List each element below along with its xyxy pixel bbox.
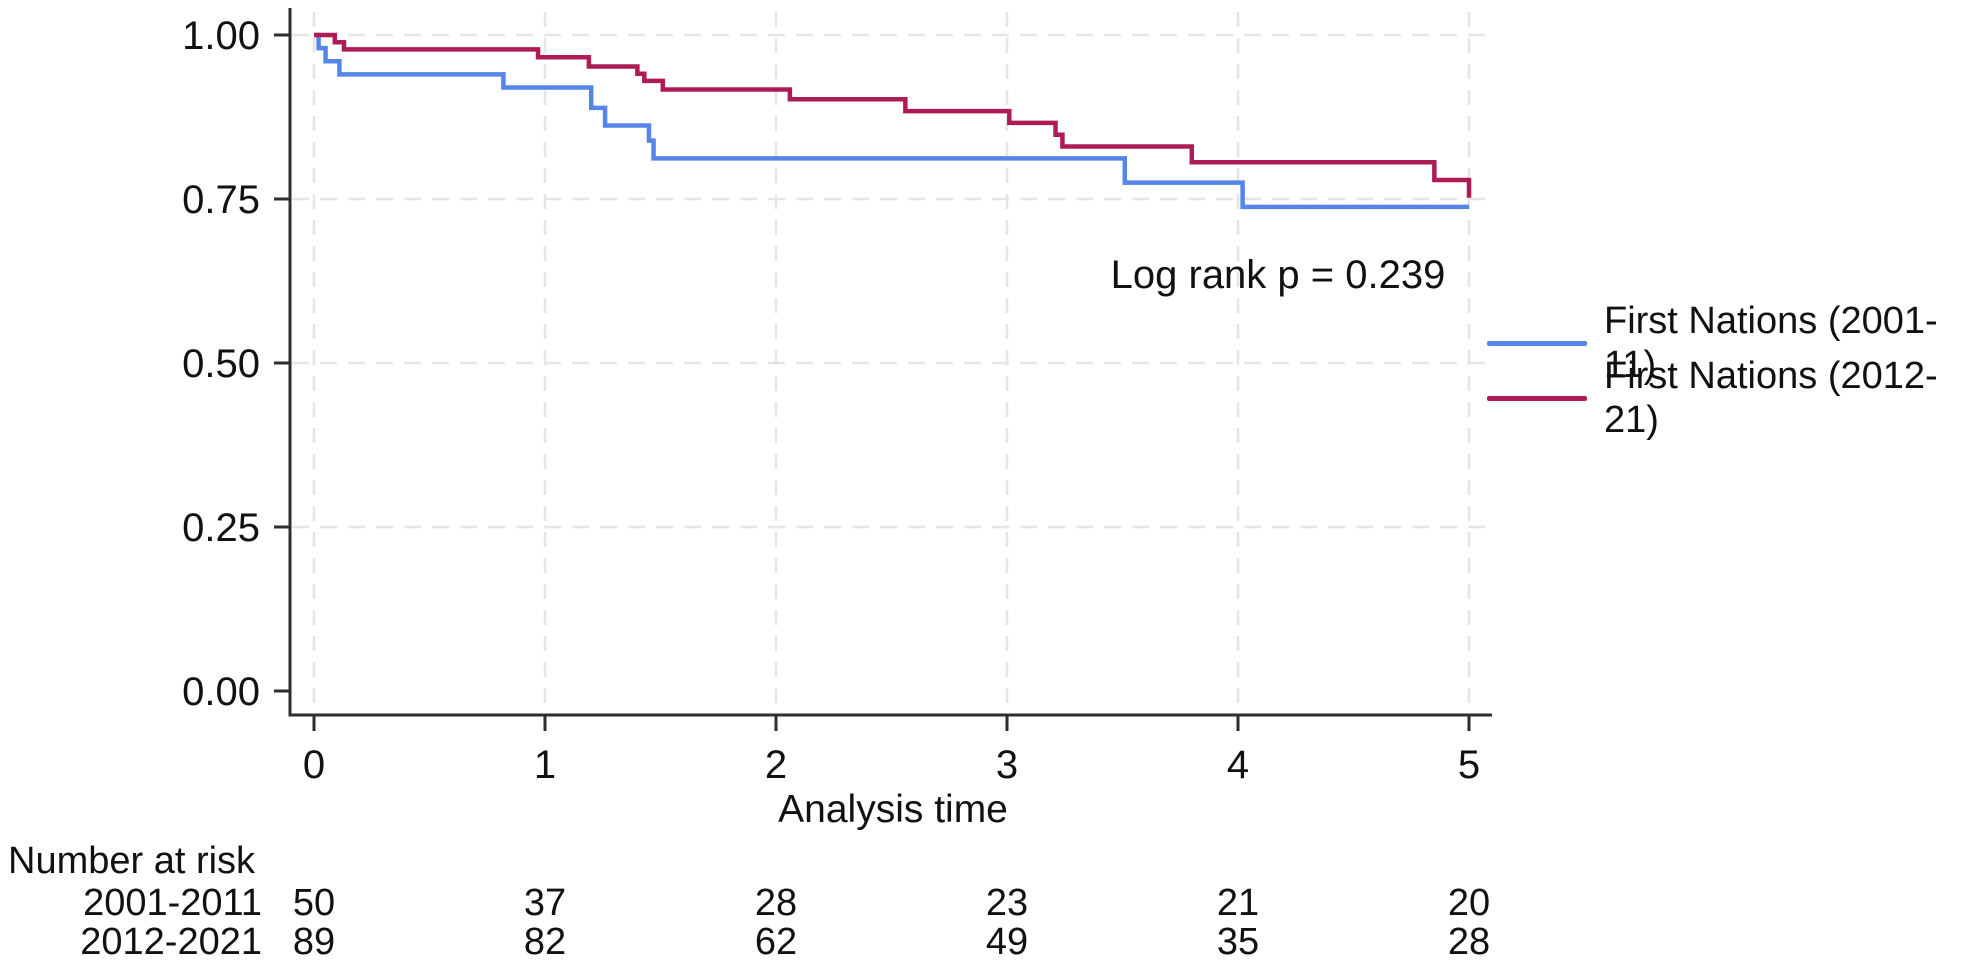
risk-count: 28 <box>1447 921 1491 963</box>
risk-count: 35 <box>1216 921 1260 963</box>
legend-label: First Nations (2001-11) <box>1604 300 1938 386</box>
legend-label: First Nations (2012-21) <box>1604 355 1938 441</box>
log-rank-annotation: Log rank p = 0.239 <box>1110 253 1446 297</box>
risk-table-row-label: 2012-2021 <box>80 921 262 963</box>
risk-count: 28 <box>754 882 798 924</box>
risk-count: 23 <box>985 882 1029 924</box>
risk-table-title: Number at risk <box>8 840 256 882</box>
survival-curve-2001-11 <box>314 32 1469 210</box>
y-tick-label: 0.00 <box>182 670 260 714</box>
x-tick-label: 4 <box>1227 743 1249 787</box>
x-tick-label: 0 <box>303 743 325 787</box>
y-tick-label: 1.00 <box>182 14 260 58</box>
risk-count: 82 <box>523 921 567 963</box>
x-tick-label: 5 <box>1458 743 1480 787</box>
risk-count: 89 <box>292 921 336 963</box>
y-tick-label: 0.25 <box>182 506 260 550</box>
legend-item-2012-21: First Nations (2012-21) <box>1487 355 1972 441</box>
y-tick-label: 0.50 <box>182 342 260 386</box>
y-tick-label: 0.75 <box>182 178 260 222</box>
x-tick-label: 2 <box>765 743 787 787</box>
risk-count: 20 <box>1447 882 1491 924</box>
risk-count: 50 <box>292 882 336 924</box>
x-tick-label: 3 <box>996 743 1018 787</box>
risk-table-row-label: 2001-2011 <box>83 882 262 924</box>
risk-count: 21 <box>1216 882 1260 924</box>
x-axis-title: Analysis time <box>778 788 1008 831</box>
risk-count: 37 <box>523 882 567 924</box>
legend-item-2001-11: First Nations (2001-11) <box>1487 300 1972 386</box>
x-tick-label: 1 <box>534 743 556 787</box>
legend-line-swatch-blue <box>1487 340 1587 346</box>
survival-curve-2012-21 <box>314 32 1472 198</box>
legend-line-swatch-red <box>1487 395 1587 401</box>
risk-count: 62 <box>754 921 798 963</box>
risk-count: 49 <box>985 921 1029 963</box>
